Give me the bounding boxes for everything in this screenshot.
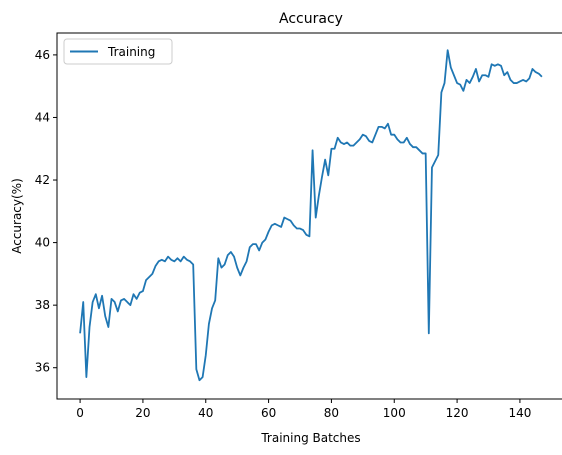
y-tick-label: 38 <box>35 298 50 312</box>
x-tick-label: 60 <box>261 406 276 420</box>
y-axis: 36 38 40 42 44 46 <box>35 48 57 375</box>
plot-area <box>56 32 562 400</box>
x-tick-label: 140 <box>508 406 531 420</box>
legend-label: Training <box>107 45 155 59</box>
series-layer <box>79 49 543 382</box>
x-tick-label: 80 <box>324 406 339 420</box>
x-tick-label: 120 <box>446 406 469 420</box>
x-tick-label: 0 <box>76 406 84 420</box>
series-line-training <box>79 49 543 382</box>
y-axis-title: Accuracy(%) <box>10 178 24 254</box>
y-tick-label: 46 <box>35 48 50 62</box>
x-axis: 0 20 40 60 80 100 120 140 <box>76 399 531 420</box>
plot-frame <box>56 32 562 400</box>
chart-title: Accuracy <box>279 11 343 27</box>
y-tick-label: 44 <box>35 110 50 124</box>
x-tick-label: 40 <box>198 406 213 420</box>
y-tick-label: 42 <box>35 173 50 187</box>
x-tick-label: 20 <box>135 406 150 420</box>
legend: Training <box>63 38 173 65</box>
x-tick-label: 100 <box>383 406 406 420</box>
legend-box <box>63 38 173 65</box>
x-axis-title: Training Batches <box>260 431 360 445</box>
y-tick-label: 40 <box>35 236 50 250</box>
y-tick-label: 36 <box>35 361 50 375</box>
